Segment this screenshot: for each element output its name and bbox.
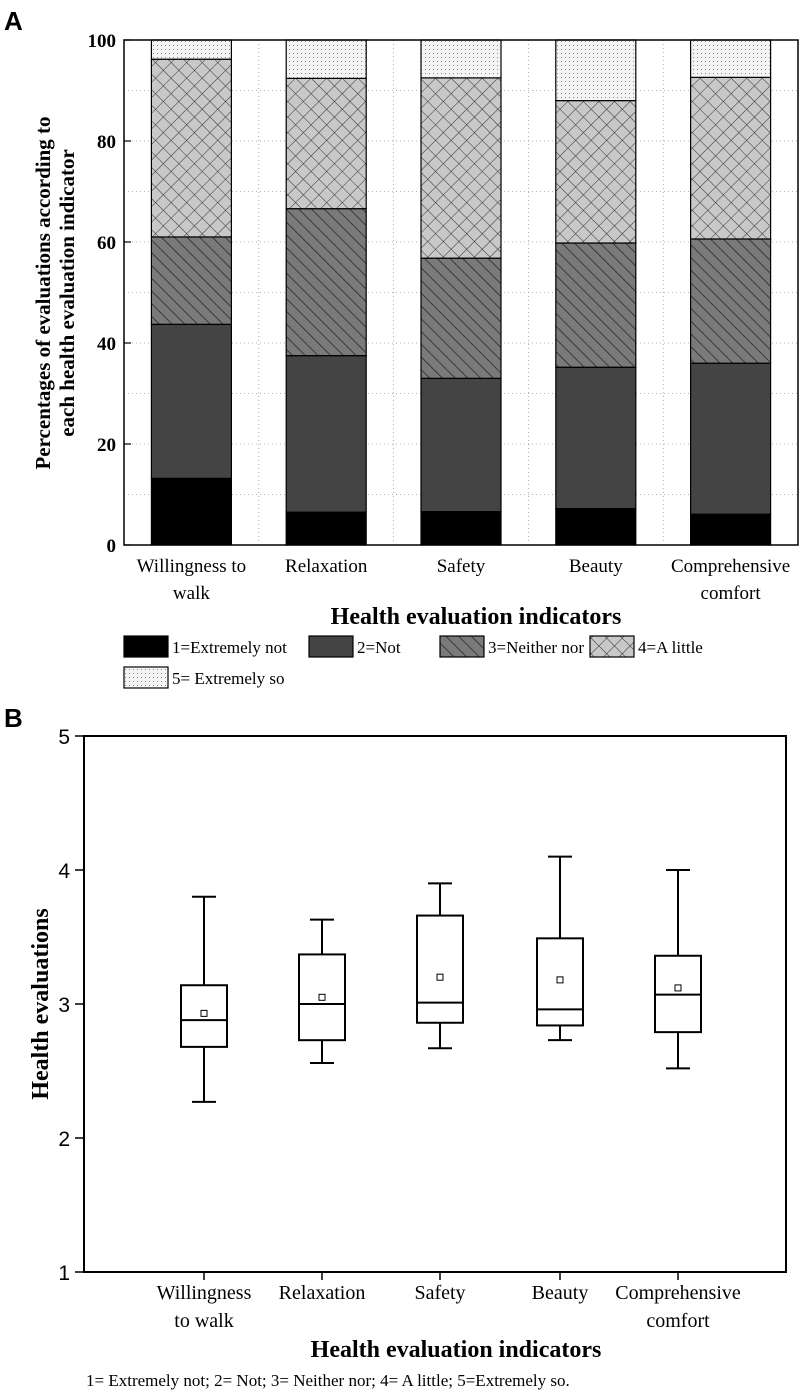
panel-a-category-label: Beauty — [569, 556, 623, 577]
bar-segment-level-2 — [285, 355, 367, 513]
panel-a-y-tick-label: 40 — [97, 334, 116, 355]
panel-a-y-ticks: 0 20 40 60 80 100 — [88, 31, 131, 557]
panel-a-x-axis-label: Health evaluation indicators — [331, 604, 622, 630]
legend-swatch-level-2 — [308, 635, 354, 658]
panel-a-x-tick-labels: Willingness to walk Relaxation Safety Beauty… — [137, 539, 790, 604]
panel-a-y-tick-label: 100 — [88, 31, 117, 52]
panel-a-category-label: Safety — [437, 556, 486, 577]
box-plot-1 — [180, 895, 228, 1103]
bar-segment-level-5 — [420, 39, 502, 79]
panel-b-boxes — [180, 855, 702, 1103]
panel-a-category-label: Comprehensive — [671, 556, 790, 577]
bar-segment-level-5 — [689, 39, 772, 78]
bar-segment-level-2 — [150, 323, 232, 479]
panel-b-category-label: Willingness — [157, 1282, 252, 1304]
bar-segment-level-5 — [555, 39, 637, 102]
panel-a-y-axis-label-line-1: Percentages of evaluations according to — [31, 116, 55, 469]
panel-b-y-tick-label: 1 — [58, 1262, 70, 1285]
legend-label-level-1: 1=Extremely not — [172, 638, 287, 657]
mean-marker — [436, 973, 444, 981]
bar-segment-level-3 — [420, 257, 502, 379]
bar-segment-level-4 — [420, 77, 502, 259]
panel-b-y-tick-label: 4 — [58, 860, 70, 883]
bar-segment-level-2 — [689, 362, 772, 515]
panel-b-y-axis-label: Health evaluations — [28, 908, 54, 1099]
iqr-box — [416, 914, 464, 1024]
legend-label-level-2: 2=Not — [357, 638, 401, 657]
bar-segment-level-2 — [555, 366, 637, 510]
bar-segment-level-5 — [285, 39, 367, 79]
bar-segment-level-1 — [555, 508, 637, 546]
panel-b-x-tick-labels: Willingness to walk Relaxation Safety Beauty… — [157, 1272, 741, 1332]
legend-swatch-level-5 — [123, 666, 169, 689]
panel-a-y-axis-label-line-2: each health evaluation indicator — [55, 149, 79, 437]
box-plot-3 — [416, 882, 464, 1050]
panel-b-x-axis-label: Health evaluation indicators — [311, 1337, 602, 1363]
legend-swatch-level-1 — [123, 635, 169, 658]
box-plot-2 — [298, 918, 346, 1064]
panel-a-category-label: walk — [173, 583, 210, 604]
panel-b-y-tick-label: 2 — [58, 1128, 70, 1151]
bar-segment-level-4 — [689, 76, 772, 240]
panel-a-category-label: Relaxation — [285, 556, 368, 577]
panel-b-category-label: Comprehensive — [615, 1282, 741, 1304]
legend-label-level-3: 3=Neither nor — [488, 638, 584, 657]
bar-segment-level-3 — [689, 238, 772, 364]
bar-segment-level-3 — [285, 208, 367, 357]
panel-b-y-ticks: 1 2 3 4 5 — [58, 726, 84, 1285]
iqr-box — [298, 953, 346, 1042]
panel-a-category-label: comfort — [701, 583, 762, 604]
bar-segment-level-4 — [285, 77, 367, 210]
panel-a-y-tick-label: 20 — [97, 435, 116, 456]
mean-marker — [556, 976, 564, 984]
panel-b-y-tick-label: 3 — [58, 994, 70, 1017]
box-plot-5 — [654, 869, 702, 1070]
bar-segment-level-3 — [150, 236, 232, 325]
panel-b-y-tick-label: 5 — [58, 726, 70, 749]
legend-label-level-5: 5= Extremely so — [172, 669, 285, 688]
legend-swatch-level-3 — [439, 635, 485, 658]
panel-b-category-label: Safety — [414, 1282, 465, 1304]
bar-segment-level-5 — [150, 39, 232, 60]
bar-segment-level-1 — [150, 477, 232, 546]
panel-a-y-tick-label: 0 — [107, 536, 117, 557]
panel-b-category-label: Relaxation — [279, 1282, 366, 1304]
box-plot-4 — [536, 855, 584, 1042]
bar-segment-level-4 — [555, 99, 637, 244]
panel-a-label: A — [4, 6, 23, 36]
bar-segment-level-2 — [420, 377, 502, 513]
panel-a-y-axis-label: Percentages of evaluations according to … — [31, 116, 79, 469]
panel-a-y-tick-label: 60 — [97, 233, 116, 254]
mean-marker — [674, 984, 682, 992]
legend-label-level-4: 4=A little — [638, 638, 703, 657]
panel-b-category-label: to walk — [174, 1310, 233, 1332]
panel-b-label: B — [4, 703, 23, 733]
bar-segment-level-4 — [150, 58, 232, 238]
panel-b-footnote: 1= Extremely not; 2= Not; 3= Neither nor… — [86, 1371, 570, 1390]
legend-swatch-level-4 — [589, 635, 635, 658]
mean-marker — [318, 993, 326, 1001]
panel-b-category-label: Beauty — [532, 1282, 589, 1304]
bar-segment-level-3 — [555, 242, 637, 368]
panel-a-y-tick-label: 80 — [97, 132, 116, 153]
panel-a-legend: 1=Extremely not 2=Not 3=Neither nor 4=A lit… — [123, 635, 703, 689]
panel-a-category-label: Willingness to — [137, 556, 247, 577]
panel-b-category-label: comfort — [646, 1310, 710, 1332]
panel-a-bars — [150, 39, 772, 546]
mean-marker — [200, 1009, 208, 1017]
